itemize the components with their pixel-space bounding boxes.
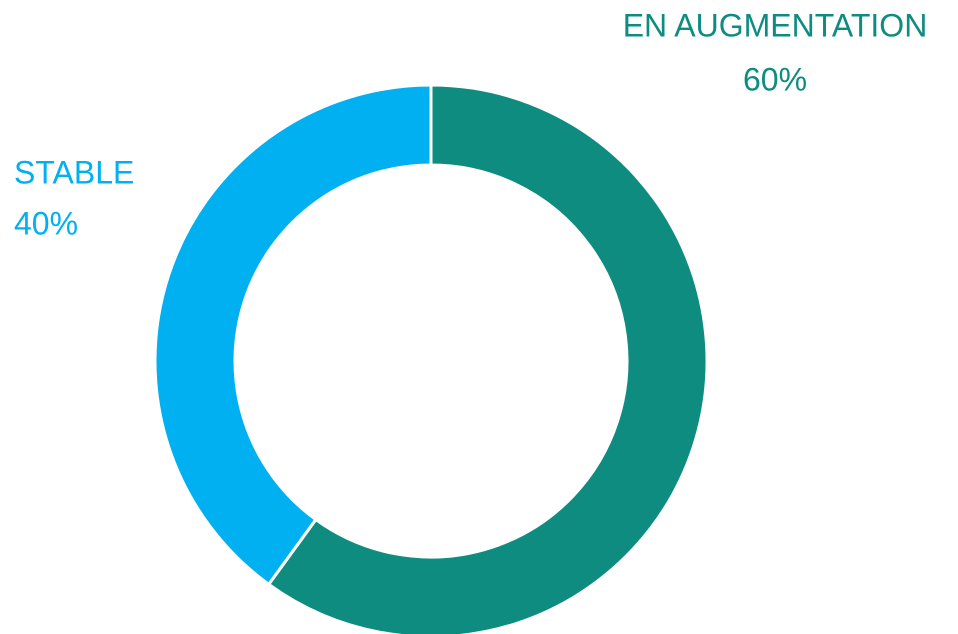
category-label: STABLE <box>14 154 134 190</box>
category-label: EN AUGMENTATION <box>623 7 928 43</box>
donut-segment <box>266 83 709 634</box>
donut-segment <box>153 83 433 587</box>
value-label: 60% <box>743 61 807 97</box>
value-label: 40% <box>14 205 78 241</box>
